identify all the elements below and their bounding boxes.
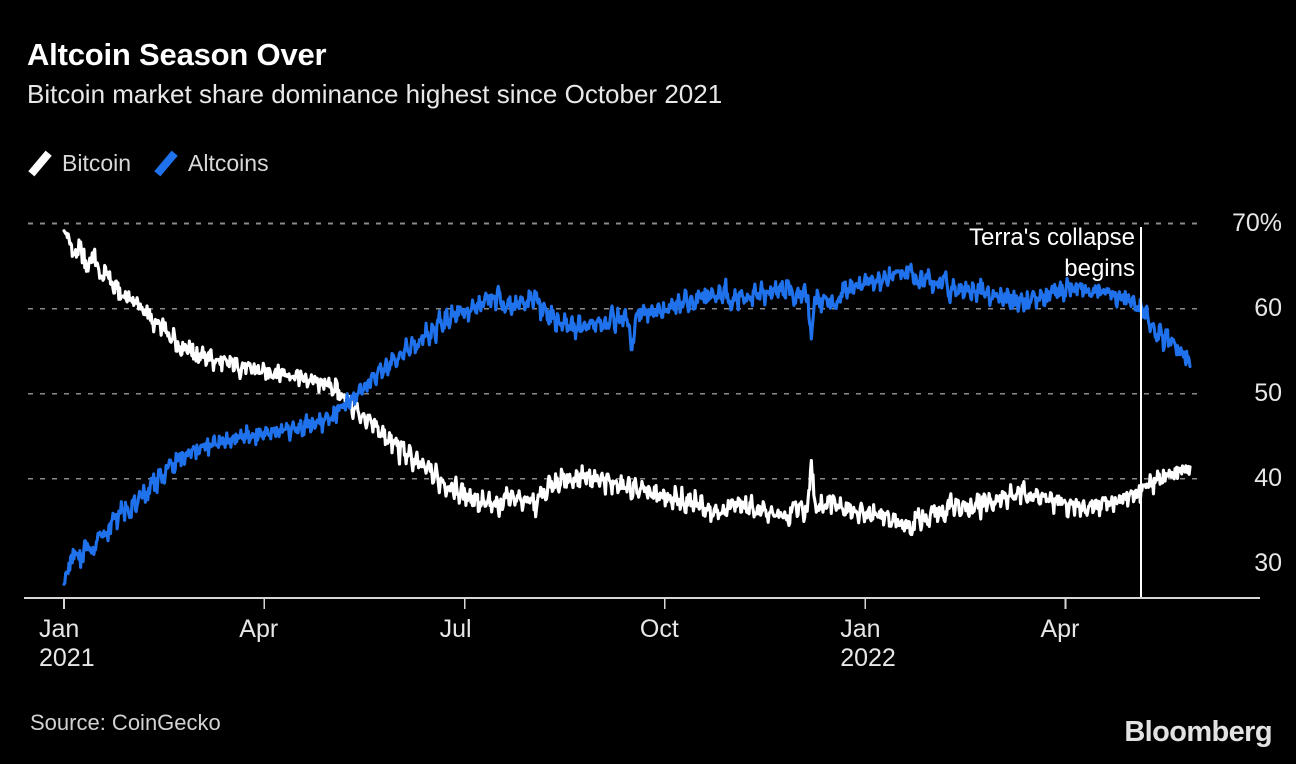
x-axis-tick-label-3: Oct [640,615,679,644]
x-axis-tick-label-2: Jul [440,615,472,644]
y-axis-tick-label-50: 50 [1254,378,1282,407]
y-axis-tick-label-60: 60 [1254,293,1282,322]
chart-legend: Bitcoin Altcoins [27,150,269,176]
page-title: Altcoin Season Over [27,37,327,72]
y-axis-tick-label-40: 40 [1254,463,1282,492]
x-tick-month: Jul [439,615,472,643]
legend-label: Altcoins [188,150,269,176]
diagonal-line-marker [153,150,179,176]
x-axis-tick-label-4: Jan 2022 [840,615,896,673]
x-axis-tick-label-5: Apr [1041,615,1080,644]
legend-item-bitcoin[interactable]: Bitcoin [27,150,131,176]
chart-header: Altcoin Season Over Bitcoin market share… [27,36,1267,111]
series-line-altcoins [62,262,1192,586]
diagonal-line-marker [27,150,53,176]
x-tick-month: Apr [1040,615,1080,643]
event-annotation: Terra's collapse begins [805,222,1135,284]
x-tick-month: Oct [639,615,679,643]
x-tick-month: Apr [239,615,279,643]
x-axis-tick-label-0: Jan 2021 [39,615,95,673]
x-tick-year: 2022 [840,644,896,672]
event-annotation-line2: begins [1064,255,1135,282]
legend-item-altcoins[interactable]: Altcoins [153,150,269,176]
event-annotation-line1: Terra's collapse [969,224,1135,251]
bloomberg-logo: Bloomberg [1124,716,1272,748]
legend-label: Bitcoin [62,150,132,176]
x-axis-tick-label-1: Apr [239,615,278,644]
y-axis-tick-label-30: 30 [1254,548,1282,577]
source-credit: Source: CoinGecko [30,710,221,735]
x-tick-month: Jan [840,615,881,643]
x-tick-month: Jan [39,615,80,643]
y-axis-tick-label-70: 70% [1231,208,1282,237]
x-tick-year: 2021 [39,644,95,672]
chart-subtitle: Bitcoin market share dominance highest s… [27,79,723,109]
